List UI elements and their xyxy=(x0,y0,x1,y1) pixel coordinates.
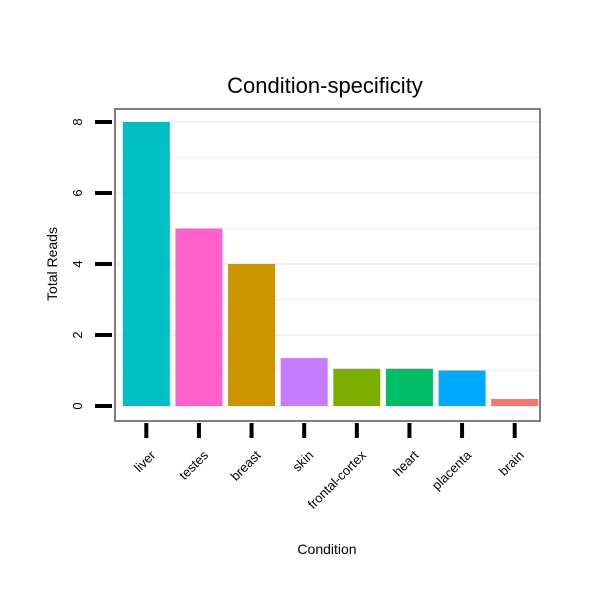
y-tick-label: 4 xyxy=(70,260,85,267)
plot-border xyxy=(114,108,541,422)
y-tick-label: 6 xyxy=(70,189,85,196)
x-axis-label: Condition xyxy=(297,541,356,557)
bar-heart xyxy=(385,368,433,406)
y-tick-label: 0 xyxy=(70,402,85,409)
y-axis-label: Total Reads xyxy=(44,227,60,301)
bars xyxy=(122,122,539,406)
x-tick-label: placenta xyxy=(429,447,475,493)
y-tick-label: 8 xyxy=(70,118,85,125)
bar-skin xyxy=(280,358,328,406)
bar-placenta xyxy=(438,370,486,406)
x-tick-label: breast xyxy=(228,447,264,483)
bar-liver xyxy=(122,122,170,406)
bar-brain xyxy=(491,398,539,406)
chart-title: Condition-specificity xyxy=(227,73,423,98)
x-tick-label: liver xyxy=(131,447,159,475)
x-tick-label: heart xyxy=(390,447,422,479)
bar-testes xyxy=(175,228,223,406)
bar-breast xyxy=(228,264,276,406)
x-tick-label: skin xyxy=(289,448,316,475)
x-tick-label: brain xyxy=(496,448,527,479)
bar-frontal-cortex xyxy=(333,368,381,406)
x-tick-label: testes xyxy=(176,447,211,482)
y-tick-label: 2 xyxy=(70,331,85,338)
y-axis: 0 2 4 6 8 xyxy=(70,118,112,410)
